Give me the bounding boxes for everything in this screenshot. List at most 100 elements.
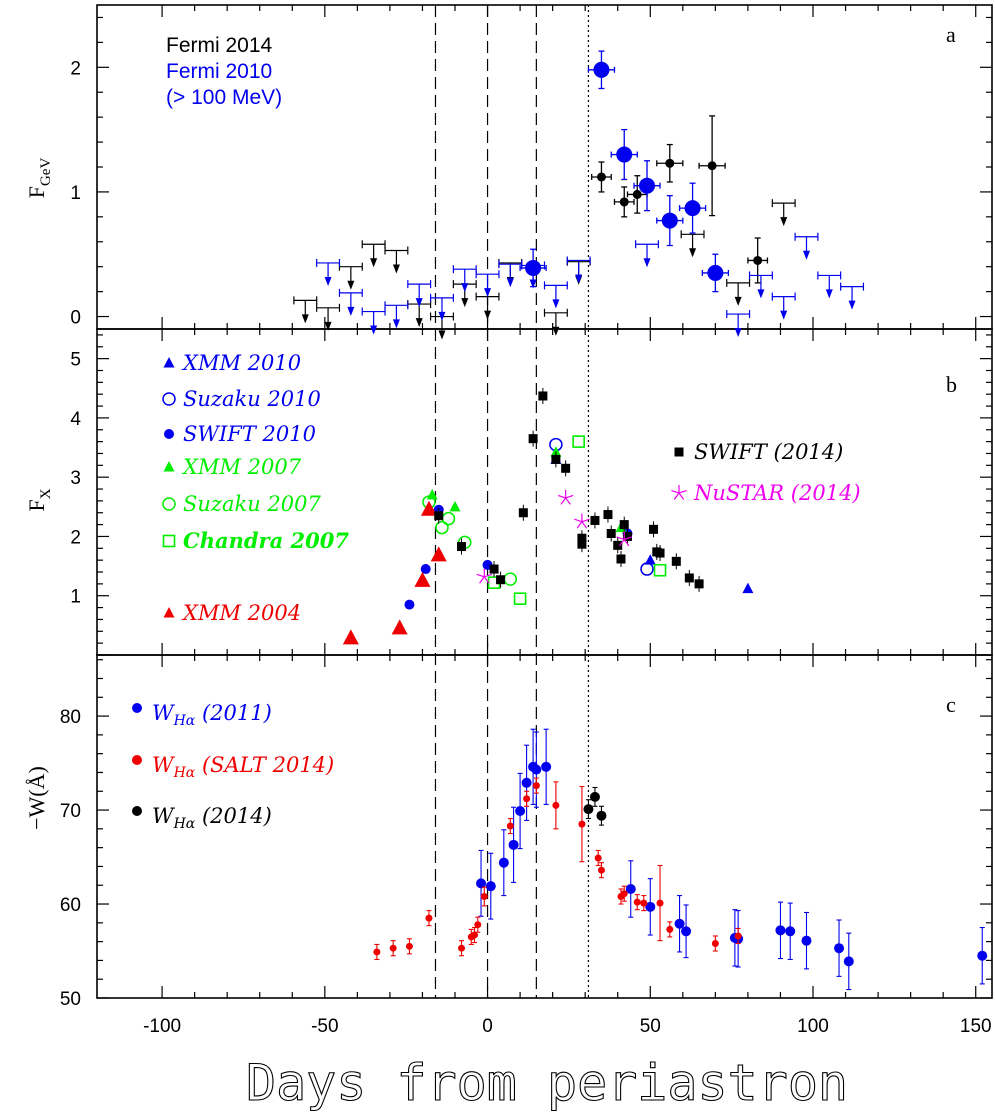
data-point <box>503 572 518 586</box>
data-point <box>523 795 531 803</box>
x-tick-label: -50 <box>311 1016 338 1037</box>
data-point <box>449 500 461 512</box>
data-point <box>541 761 552 772</box>
data-point <box>515 805 526 816</box>
data-point <box>655 548 665 558</box>
upper-limit-arrow-head <box>552 299 560 309</box>
data-point <box>616 531 633 547</box>
data-point <box>619 520 629 530</box>
data-point <box>552 801 560 809</box>
legend-label: WHα (2014) <box>152 804 272 832</box>
data-point <box>577 539 587 549</box>
legend-label: Chandra 2007 <box>183 528 349 553</box>
panel-a-legend-fermi-2010: Fermi 2010 <box>166 60 272 83</box>
data-point <box>480 893 488 901</box>
data-point <box>977 950 988 961</box>
legend-label: XMM 2007 <box>181 455 302 479</box>
data-point <box>593 61 610 78</box>
upper-limit-arrow-head <box>780 310 788 320</box>
panel-a-legend-energy-range: (> 100 MeV) <box>166 86 282 109</box>
data-point <box>613 540 623 550</box>
panel-c-y-tick-label: 70 <box>60 801 81 822</box>
data-point <box>538 391 548 401</box>
upper-limit-arrow-head <box>438 330 446 340</box>
data-point <box>640 899 648 907</box>
data-point <box>476 568 493 584</box>
panel-b-y-axis-label-sub: X <box>38 488 54 499</box>
data-point <box>640 562 654 576</box>
data-point <box>435 520 449 535</box>
data-point <box>616 146 633 163</box>
upper-limit-arrow-head <box>392 264 400 274</box>
data-point <box>551 454 561 464</box>
upper-limit-arrow-head <box>734 328 742 338</box>
panel-b-y-tick-label: 5 <box>70 350 81 371</box>
data-point <box>590 515 600 525</box>
panel-b-y-axis-label-main: F <box>24 499 49 511</box>
upper-limit-arrow-head <box>506 278 514 288</box>
panel-a-legend-fermi-2014: Fermi 2014 <box>166 34 273 57</box>
panel-c-y-tick-label: 60 <box>60 895 81 916</box>
data-point <box>528 434 538 444</box>
upper-limit-arrow-head <box>415 298 423 308</box>
data-point <box>619 197 629 207</box>
data-point <box>707 264 724 281</box>
data-point <box>441 511 456 526</box>
legend-marker <box>674 447 684 457</box>
data-point <box>801 935 812 946</box>
panel-c-data <box>373 728 988 991</box>
data-point <box>498 857 509 868</box>
upper-limit-arrow-head <box>780 217 788 227</box>
legend-marker <box>162 534 176 548</box>
data-point <box>471 931 479 939</box>
data-point <box>496 575 506 585</box>
data-point <box>665 158 675 168</box>
data-point <box>457 542 467 552</box>
data-point <box>420 500 437 516</box>
panel-c-label: c <box>946 692 956 717</box>
panel-b-y-tick-label: 2 <box>70 527 81 548</box>
data-point <box>653 563 667 577</box>
data-point <box>414 571 431 587</box>
panel-b-xray-flux: b FX <box>24 372 957 512</box>
data-point <box>666 925 674 933</box>
data-point <box>684 200 701 217</box>
x-tick-label: 150 <box>960 1016 992 1037</box>
data-point <box>578 820 586 828</box>
data-point <box>734 932 742 940</box>
data-point <box>639 177 656 194</box>
data-point <box>674 918 685 929</box>
legend-label: SWIFT 2010 <box>183 422 316 446</box>
upper-limit-arrow-head <box>370 325 378 335</box>
data-point <box>711 939 719 947</box>
upper-limit-arrow-head <box>347 306 355 316</box>
data-point <box>594 854 602 862</box>
panel-b-data <box>342 387 754 645</box>
data-point <box>574 513 590 529</box>
upper-limit-arrow-head <box>757 289 765 299</box>
legend-label: Suzaku 2007 <box>183 492 322 516</box>
data-point <box>633 898 641 906</box>
data-point <box>606 528 616 538</box>
data-point <box>596 172 606 182</box>
data-point <box>434 511 444 521</box>
panel-c-halpha-width: c −W(Å) <box>24 692 956 830</box>
data-point <box>671 556 681 566</box>
upper-limit-arrow-head <box>324 276 332 286</box>
data-point <box>843 956 854 967</box>
panel-b-y-tick-label: 3 <box>70 468 81 489</box>
upper-limit-arrow-head <box>825 289 833 299</box>
data-point <box>603 510 613 520</box>
legend-label: NuSTAR (2014) <box>693 481 861 505</box>
data-point <box>707 161 717 171</box>
upper-limit-arrow-head <box>484 310 492 320</box>
data-point <box>389 944 397 952</box>
data-point <box>753 255 763 265</box>
data-point <box>508 839 519 850</box>
data-point <box>561 463 571 473</box>
panel-c-y-axis-label: −W(Å) <box>24 766 49 830</box>
data-point <box>597 866 605 874</box>
data-point <box>632 189 642 199</box>
legend-marker <box>132 703 142 713</box>
legend-marker <box>162 392 176 406</box>
